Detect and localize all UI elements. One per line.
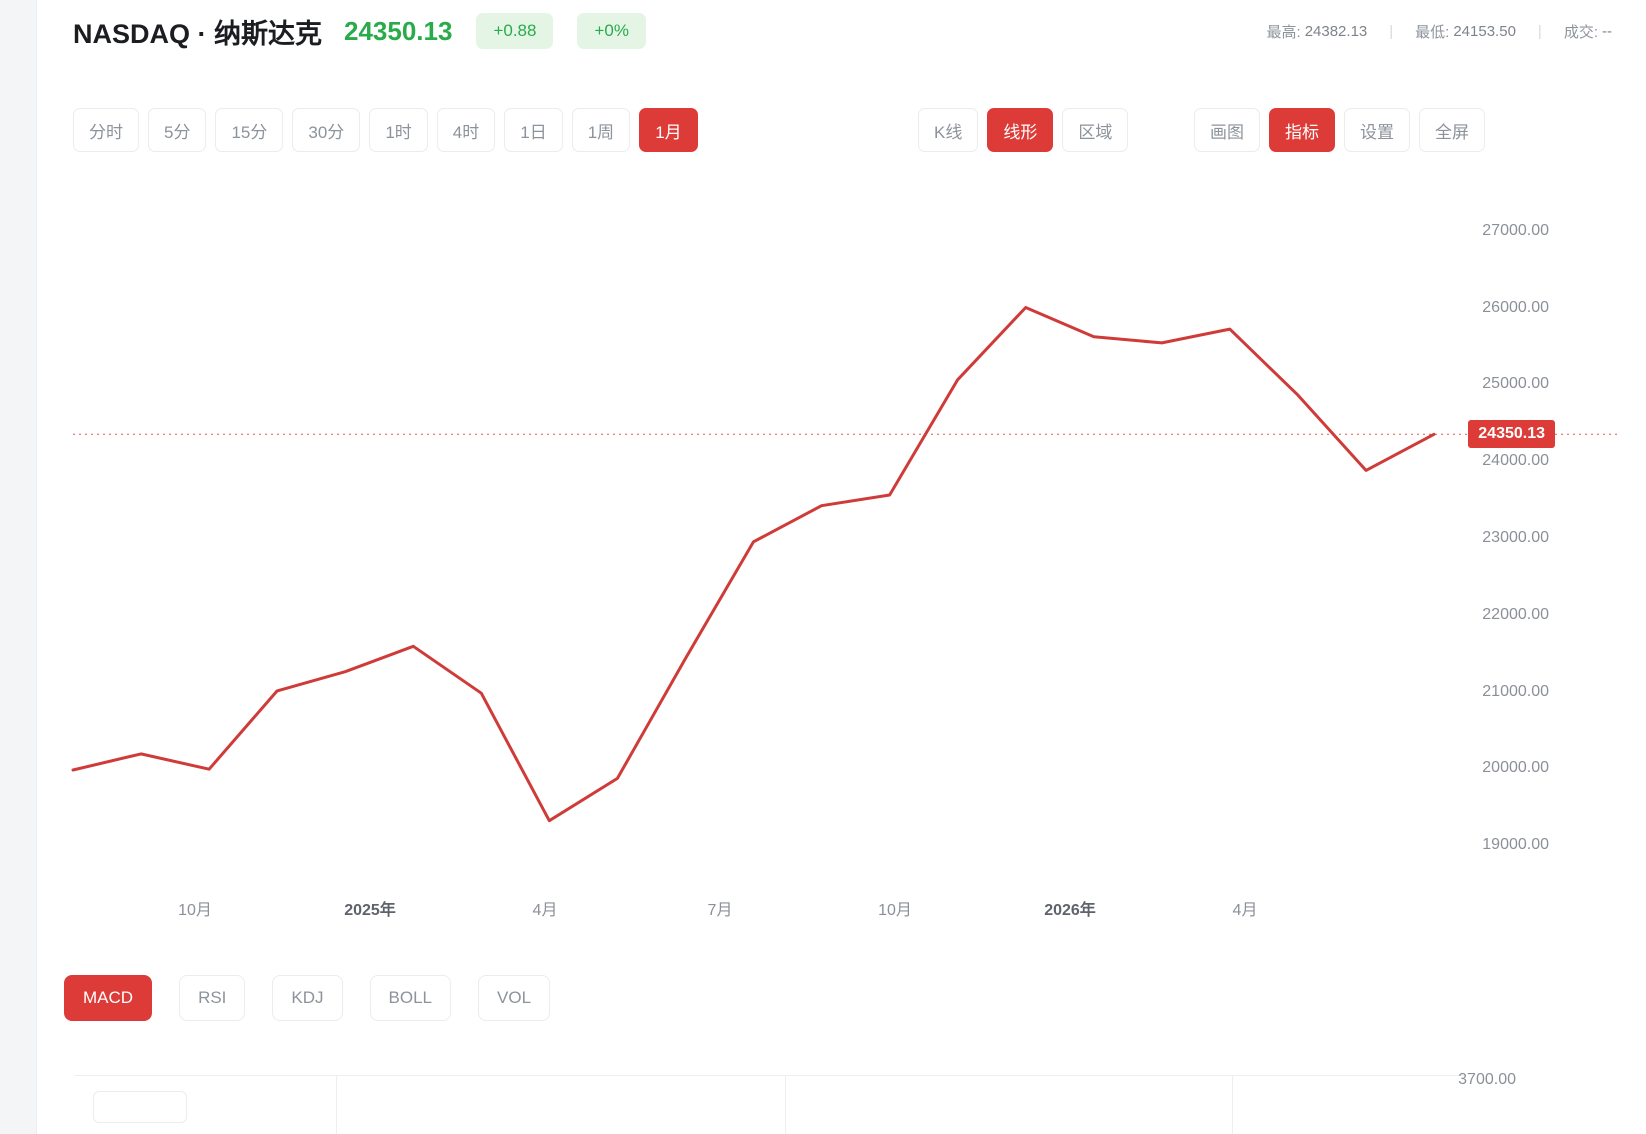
period-button-5分[interactable]: 5分 — [148, 108, 207, 152]
quote-stats: 最高: 24382.13 | 最低: 24153.50 | 成交: -- — [1267, 0, 1612, 62]
change-percent-badge: +0% — [577, 13, 646, 49]
y-axis-tick-label: 23000.00 — [1482, 529, 1549, 546]
indicator-button-group: MACD RSI KDJ BOLL VOL — [64, 975, 551, 1021]
price-series-line — [71, 306, 1436, 823]
chart-style-button-group: K线 线形 区域 — [918, 108, 1129, 152]
change-absolute-badge: +0.88 — [476, 13, 554, 49]
stat-low-label: 最低: — [1415, 23, 1450, 41]
chart-toolbar: 分时 5分 15分 30分 1时 4时 1日 1周 1月 K线 线形 区域 画图 指标 设置 全屏 — [37, 78, 1646, 152]
macd-gridlines — [74, 1075, 1464, 1134]
x-axis-tick-label: 7月 — [707, 902, 733, 919]
period-button-15分[interactable]: 15分 — [215, 108, 284, 152]
stat-volume-value: -- — [1602, 22, 1612, 40]
tool-button-全屏[interactable]: 全屏 — [1419, 108, 1485, 152]
indicator-button-MACD[interactable]: MACD — [64, 975, 153, 1021]
stat-high-value: 24382.13 — [1304, 22, 1368, 40]
y-axis-tick-label: 27000.00 — [1482, 221, 1549, 239]
indicator-button-VOL[interactable]: VOL — [478, 975, 551, 1021]
macd-gridline — [785, 1076, 786, 1134]
price-line-plot — [71, 306, 1620, 823]
page-gutter — [0, 0, 37, 1134]
chart-tools-button-group: 画图 指标 设置 全屏 — [1194, 108, 1485, 152]
y-axis-labels: 19000.00 20000.00 21000.00 22000.00 23000.00… — [1417, 160, 1617, 960]
x-axis-labels: 10月 2025年 4月 7月 10月 2026年 4月 — [37, 896, 1646, 936]
stat-low: 最低: 24153.50 — [1415, 21, 1516, 42]
period-button-分时[interactable]: 分时 — [73, 108, 139, 152]
quote-summary: NASDAQ · 纳斯达克 24350.13 +0.88 +0% — [73, 0, 646, 62]
tool-button-指标[interactable]: 指标 — [1269, 108, 1335, 152]
tool-button-设置[interactable]: 设置 — [1344, 108, 1410, 152]
y-axis-tick-label: 24000.00 — [1482, 452, 1549, 470]
tool-button-画图[interactable]: 画图 — [1194, 108, 1260, 152]
stat-high-label: 最高: — [1266, 23, 1301, 41]
macd-gridline — [336, 1076, 337, 1134]
period-button-1周[interactable]: 1周 — [571, 108, 631, 152]
period-button-1时[interactable]: 1时 — [369, 108, 428, 152]
style-button-区域[interactable]: 区域 — [1062, 108, 1129, 152]
stat-low-value: 24153.50 — [1453, 22, 1516, 40]
x-axis-tick-label: 10月 — [878, 902, 912, 919]
y-axis-tick-label: 21000.00 — [1482, 682, 1549, 700]
last-price: 24350.13 — [344, 15, 453, 46]
x-axis-tick-label: 10月 — [178, 902, 212, 919]
period-button-1日[interactable]: 1日 — [504, 108, 563, 152]
stat-volume-label: 成交: — [1563, 23, 1598, 41]
current-price-tag: 24350.13 — [1468, 420, 1555, 449]
period-button-30分[interactable]: 30分 — [292, 108, 361, 152]
quote-header: NASDAQ · 纳斯达克 24350.13 +0.88 +0% 最高: 243… — [37, 0, 1646, 62]
chart-card: NASDAQ · 纳斯达克 24350.13 +0.88 +0% 最高: 243… — [37, 0, 1646, 1134]
y-axis-tick-label: 22000.00 — [1482, 605, 1549, 623]
indicator-button-BOLL[interactable]: BOLL — [369, 975, 452, 1021]
period-button-group: 分时 5分 15分 30分 1时 4时 1日 1周 1月 — [73, 108, 698, 152]
y-axis-tick-label: 20000.00 — [1482, 759, 1549, 777]
x-axis-tick-label: 4月 — [532, 902, 558, 919]
period-button-4时[interactable]: 4时 — [436, 108, 496, 152]
macd-y-axis-label: 3700.00 — [1458, 1071, 1516, 1088]
macd-gridline — [1232, 1076, 1233, 1134]
stat-high: 最高: 24382.13 — [1267, 21, 1368, 42]
macd-subchart[interactable]: 3700.00 — [37, 1063, 1646, 1134]
stat-separator-2: | — [1537, 22, 1542, 40]
indicator-button-RSI[interactable]: RSI — [179, 975, 246, 1021]
stat-separator-1: | — [1389, 22, 1394, 40]
price-chart[interactable]: 19000.00 20000.00 21000.00 22000.00 23000.00… — [37, 160, 1646, 960]
stat-volume: 成交: -- — [1564, 21, 1612, 42]
x-axis-tick-label: 2025年 — [344, 902, 396, 919]
style-button-线形[interactable]: 线形 — [987, 108, 1054, 152]
indicator-button-KDJ[interactable]: KDJ — [272, 975, 343, 1021]
symbol-name: NASDAQ · 纳斯达克 — [73, 18, 322, 49]
x-axis-tick-label: 4月 — [1232, 902, 1258, 919]
y-axis-tick-label: 26000.00 — [1482, 298, 1549, 316]
period-button-1月[interactable]: 1月 — [639, 108, 698, 152]
x-axis-tick-label: 2026年 — [1044, 902, 1096, 919]
macd-legend-box — [93, 1091, 187, 1123]
y-axis-tick-label: 19000.00 — [1482, 836, 1549, 854]
y-axis-tick-label: 25000.00 — [1482, 375, 1549, 393]
style-button-K线[interactable]: K线 — [918, 108, 979, 152]
